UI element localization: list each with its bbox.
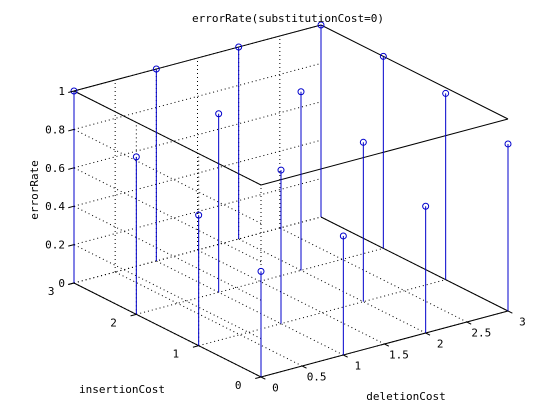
axes-box-edge [320, 24, 509, 120]
z-tick-label: 0.2 [45, 239, 65, 252]
x-tick-label: 3 [519, 315, 526, 328]
x-tick-mark [260, 376, 266, 380]
z-tick-label: 0.6 [45, 162, 65, 175]
stem-marker [379, 52, 387, 60]
z-tick-mark [68, 167, 75, 170]
x-axis-label: deletionCost [366, 390, 445, 403]
stem-marker [277, 166, 285, 174]
stem-marker [132, 153, 140, 161]
grid-line [73, 178, 322, 246]
y-tick-label: 1 [173, 348, 180, 361]
y-axis-label: insertionCost [79, 383, 165, 396]
stem-marker [504, 140, 512, 148]
grid-line [114, 271, 303, 367]
stem-marker [215, 110, 223, 118]
z-tick-label: 0.8 [45, 123, 65, 136]
grid-line [73, 128, 262, 224]
x-tick-mark [466, 321, 472, 325]
grid-line [156, 260, 344, 356]
axes-box-edge [320, 216, 509, 312]
stem-marker [195, 211, 203, 219]
grid-line [238, 238, 426, 334]
x-tick-label: 2.5 [471, 326, 491, 339]
y-tick-label: 0 [235, 379, 242, 392]
grid-line [198, 279, 446, 347]
y-tick-label: 2 [110, 316, 117, 329]
grid-line [136, 247, 384, 315]
grid-line [73, 244, 262, 340]
grid-line [197, 249, 385, 345]
stem-marker [359, 138, 367, 146]
x-tick-label: 2 [437, 337, 444, 350]
x-tick-label: 1.5 [389, 348, 409, 361]
y-tick-mark [192, 345, 199, 348]
grid-line [279, 227, 468, 323]
stems [70, 21, 512, 377]
grid-line [73, 205, 262, 301]
grid-lines [73, 24, 509, 378]
z-tick-label: 0.4 [45, 200, 65, 213]
y-tick-mark [255, 376, 262, 380]
z-tick-label: 0 [58, 277, 65, 290]
x-tick-mark [425, 332, 431, 336]
stem-marker [235, 43, 243, 51]
x-tick-label: 0 [272, 381, 279, 394]
axes-box-edge [260, 118, 509, 186]
chart-title: errorRate(substitutionCost=0) [192, 12, 384, 25]
stem-marker [297, 88, 305, 96]
z-axis-label: errorRate [28, 160, 41, 220]
z-tick-mark [68, 205, 75, 209]
grid-line [73, 167, 262, 263]
x-tick-label: 1 [354, 359, 361, 372]
y-tick-mark [130, 313, 137, 317]
x-tick-mark [343, 354, 348, 358]
stem-marker [339, 232, 347, 240]
x-tick-mark [301, 365, 307, 369]
z-tick-mark [68, 282, 75, 286]
stem-marker [257, 267, 265, 275]
stem-marker [70, 87, 78, 95]
z-tick-mark [68, 128, 75, 132]
stem-marker [442, 89, 450, 97]
x-tick-mark [507, 310, 513, 314]
x-tick-label: 0.5 [307, 370, 327, 383]
stem-marker [152, 65, 160, 73]
axes-box-edge [73, 282, 262, 378]
axes-box-edge [73, 24, 322, 92]
stem-marker [422, 202, 430, 210]
y-tick-label: 3 [48, 285, 55, 298]
z-tick-mark [68, 90, 75, 94]
z-tick-label: 1 [58, 85, 65, 98]
stem-marker [317, 21, 325, 29]
z-tick-mark [68, 244, 75, 247]
axes-box-edge [73, 90, 262, 186]
x-tick-mark [384, 343, 390, 347]
